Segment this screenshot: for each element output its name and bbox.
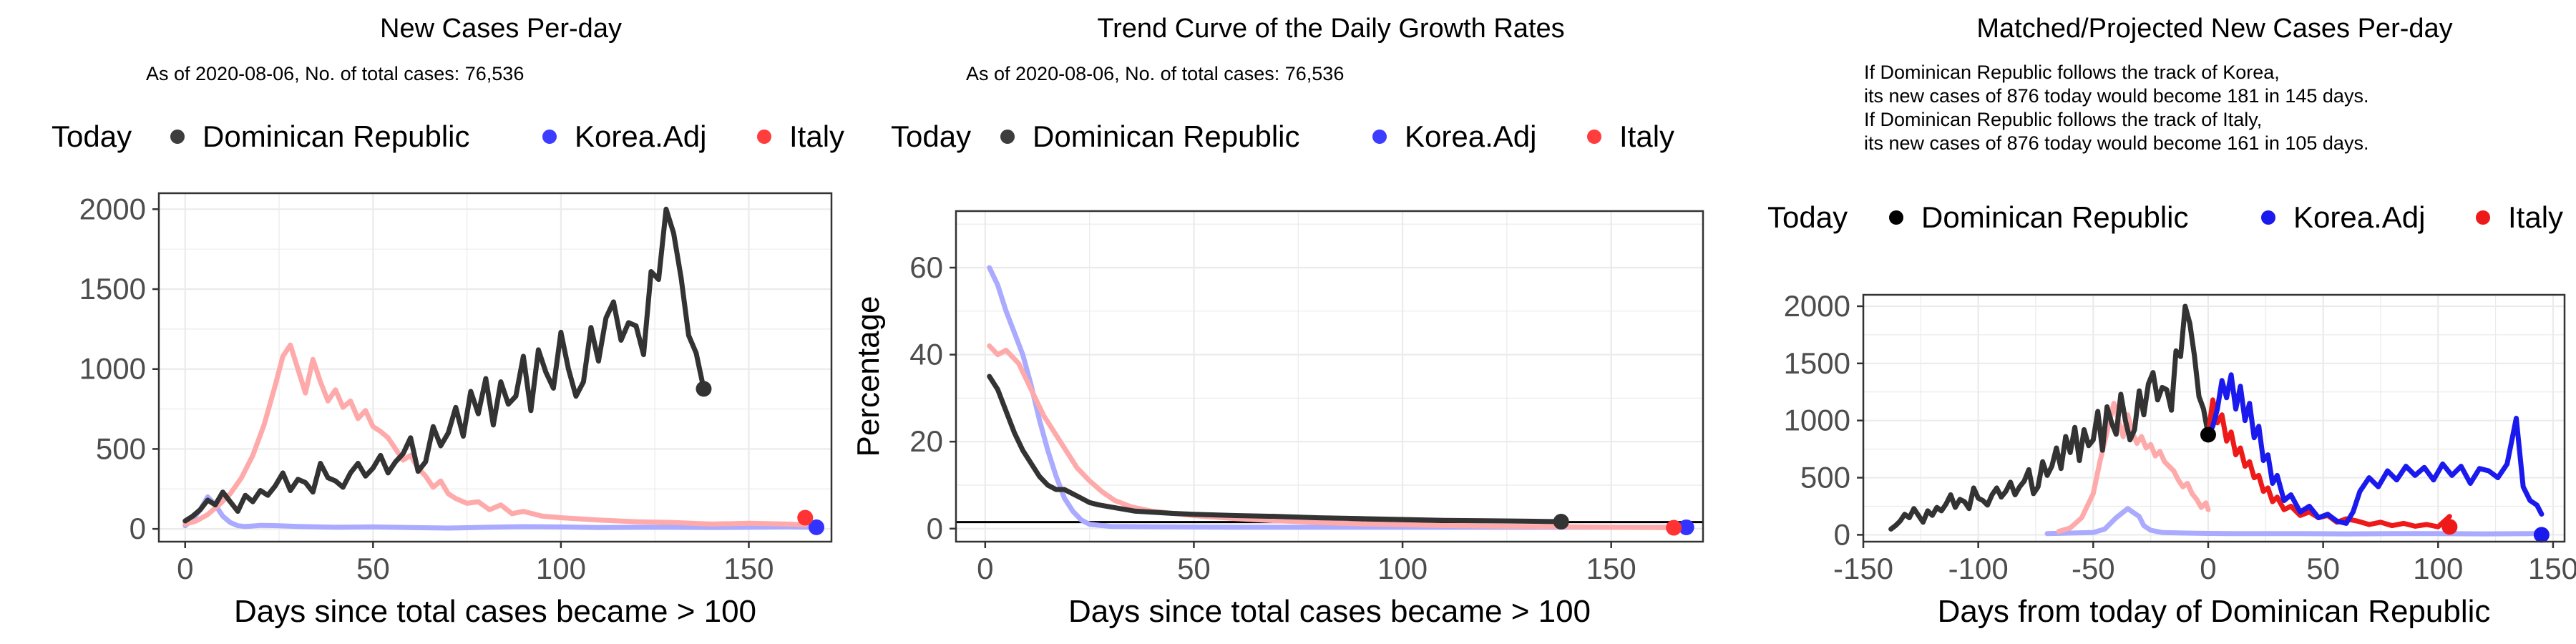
series-line-italy-projected xyxy=(2205,397,2452,530)
y-tick-label: 60 xyxy=(909,250,943,284)
x-tick-label: -150 xyxy=(1833,552,1893,585)
y-tick-label: 40 xyxy=(909,338,943,371)
legend-title: Today xyxy=(1767,200,1848,234)
chart-title: Matched/Projected New Cases Per-day xyxy=(1976,14,2452,44)
series-line-korea-adj-projected xyxy=(2205,372,2545,526)
legend: Today Dominican Republic Korea.Adj Italy xyxy=(1767,200,2563,234)
x-tick-label: 0 xyxy=(177,552,193,585)
legend-key-dominican-republic xyxy=(1889,210,1903,225)
legend-label: Italy xyxy=(2508,200,2563,234)
y-tick-label: 1000 xyxy=(79,352,146,386)
x-tick-label: 50 xyxy=(1177,552,1211,585)
chart-subtitle: As of 2020-08-06, No. of total cases: 76… xyxy=(146,63,524,84)
panel-border xyxy=(955,210,1704,543)
x-tick-label: -50 xyxy=(2072,552,2115,585)
today-point-italy xyxy=(1666,519,1682,536)
y-tick-label: 0 xyxy=(927,512,943,545)
x-axis-label: Days since total cases became > 100 xyxy=(1068,594,1591,629)
chart-subtitle-line: If Dominican Republic follows the track … xyxy=(1864,62,2280,83)
panel-border xyxy=(1862,293,2566,543)
legend-label: Korea.Adj xyxy=(1405,119,1536,153)
today-point-dominican-republic xyxy=(696,381,712,397)
series-line-dominican-republic xyxy=(987,374,1564,525)
y-tick-label: 2000 xyxy=(79,192,146,225)
legend-label: Korea.Adj xyxy=(2293,200,2425,234)
series-line-dominican-republic xyxy=(1888,303,2211,532)
chart-subtitle-line: If Dominican Republic follows the track … xyxy=(1864,109,2262,130)
panel-border xyxy=(157,192,833,543)
legend-label: Korea.Adj xyxy=(575,119,706,153)
x-tick-label: 150 xyxy=(2528,552,2576,585)
plot-area xyxy=(956,265,1703,530)
legend-label: Italy xyxy=(1619,119,1674,153)
chart-panel-2: Trend Curve of the Daily Growth Rates As … xyxy=(851,14,1704,629)
legend-label: Dominican Republic xyxy=(1033,119,1300,153)
legend: Today Dominican Republic Korea.Adj Italy xyxy=(52,119,844,153)
y-tick-label: 0 xyxy=(1834,517,1850,551)
today-point-italy xyxy=(797,509,814,526)
y-tick-label: 0 xyxy=(130,512,146,545)
series-line-dominican-republic xyxy=(182,206,706,524)
plot-area xyxy=(1888,303,2545,537)
legend-title: Today xyxy=(52,119,132,153)
chart-subtitle: As of 2020-08-06, No. of total cases: 76… xyxy=(966,63,1344,84)
x-tick-label: 50 xyxy=(2306,552,2340,585)
legend-label: Dominican Republic xyxy=(203,119,470,153)
series-line-korea-adj-past xyxy=(2044,506,2545,537)
legend-title: Today xyxy=(891,119,971,153)
legend-key-italy xyxy=(757,130,771,144)
legend-key-italy xyxy=(2476,210,2490,225)
x-tick-label: -100 xyxy=(1948,552,2009,585)
x-tick-label: 50 xyxy=(356,552,390,585)
today-point-korea-adj xyxy=(808,519,824,535)
legend-label: Italy xyxy=(789,119,844,153)
chart-panel-3: Matched/Projected New Cases Per-day If Do… xyxy=(1767,14,2576,629)
legend-key-korea-adj xyxy=(542,130,557,144)
x-tick-label: 150 xyxy=(1586,552,1636,585)
x-tick-label: 100 xyxy=(536,552,586,585)
chart-subtitle-line: its new cases of 876 today would become … xyxy=(1864,132,2368,154)
y-tick-label: 500 xyxy=(96,431,146,465)
x-tick-label: 100 xyxy=(2413,552,2463,585)
y-tick-label: 1500 xyxy=(79,272,146,306)
legend-key-korea-adj xyxy=(1372,130,1387,144)
y-tick-label: 2000 xyxy=(1784,289,1850,323)
today-point-dominican-republic xyxy=(2200,426,2216,443)
legend-key-dominican-republic xyxy=(1000,130,1015,144)
x-axis-label: Days from today of Dominican Republic xyxy=(1938,594,2491,629)
chart-title: Trend Curve of the Daily Growth Rates xyxy=(1097,14,1564,44)
today-point-dominican-republic xyxy=(1553,514,1569,530)
today-point-korea-adj xyxy=(2533,527,2550,543)
x-tick-label: 0 xyxy=(977,552,993,585)
x-tick-label: 150 xyxy=(723,552,774,585)
chart-subtitle-line: its new cases of 876 today would become … xyxy=(1864,85,2368,107)
legend-label: Dominican Republic xyxy=(1921,200,2189,234)
x-axis-label: Days since total cases became > 100 xyxy=(234,594,756,629)
today-point-italy xyxy=(2441,519,2458,535)
legend-key-korea-adj xyxy=(2261,210,2275,225)
legend-key-italy xyxy=(1587,130,1601,144)
legend-key-dominican-republic xyxy=(170,130,185,144)
x-tick-label: 0 xyxy=(2200,552,2216,585)
legend: Today Dominican Republic Korea.Adj Italy xyxy=(891,119,1674,153)
y-tick-label: 1000 xyxy=(1784,404,1850,437)
y-axis-label: Percentage xyxy=(851,296,886,457)
y-tick-label: 500 xyxy=(1800,461,1850,494)
chart-title: New Cases Per-day xyxy=(380,14,622,44)
chart-panel-1: New Cases Per-day As of 2020-08-06, No. o… xyxy=(52,14,844,629)
series-line-italy xyxy=(182,342,808,527)
x-tick-label: 100 xyxy=(1377,552,1428,585)
plot-area xyxy=(182,206,819,531)
y-tick-label: 1500 xyxy=(1784,346,1850,380)
today-point-korea-adj xyxy=(1678,519,1694,535)
y-tick-label: 20 xyxy=(909,424,943,458)
